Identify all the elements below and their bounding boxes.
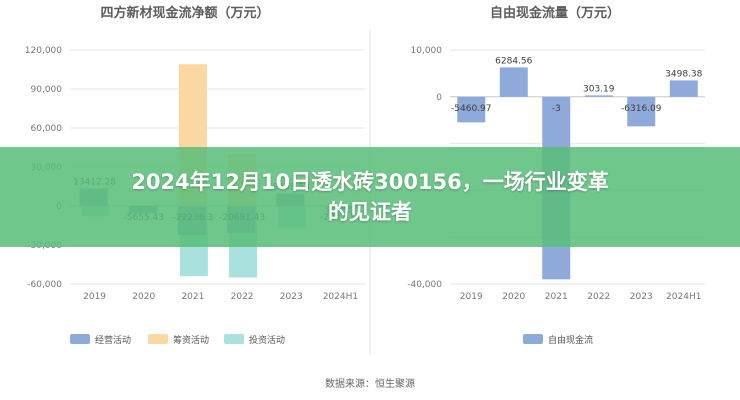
right-y-tick-labels: -40,000 0 10,000: [407, 46, 442, 290]
left-x-tick-label: 2024H1: [323, 292, 358, 302]
left-legend-swatch: [70, 334, 90, 344]
data-source-label: 数据来源：恒生聚源: [325, 377, 415, 390]
right-bar-自由现金流: [584, 95, 613, 97]
left-x-tick-label: 2020: [132, 292, 155, 302]
right-data-labels: -5460.97 6284.56 -3 303.19 -6316.09 3498.38: [451, 56, 703, 113]
left-legend-label: 筹资活动: [173, 334, 209, 346]
right-data-label: 6284.56: [495, 56, 532, 66]
left-legend-swatch: [224, 334, 244, 344]
right-x-tick-labels: 2019 2020 2021 2022 2023 2024H1: [460, 292, 702, 302]
right-bar-自由现金流: [499, 67, 528, 97]
right-data-label: 303.19: [583, 84, 615, 94]
headline-line-2: 的见证者: [328, 200, 412, 224]
right-data-label: -3: [552, 104, 561, 114]
right-y-tick-label: 10,000: [411, 46, 443, 56]
right-bar-自由现金流: [627, 96, 656, 127]
left-legend-label: 经营活动: [95, 334, 131, 346]
right-legend-label: 自由现金流: [548, 334, 593, 346]
left-y-tick-label: -60,000: [27, 280, 62, 290]
left-y-tick-label: 90,000: [31, 85, 63, 95]
right-x-tick-label: 2019: [460, 292, 483, 302]
left-legend-swatch: [148, 334, 168, 344]
headline-banner: 2024年12月10日透水砖300156，一场行业变革 的见证者: [0, 147, 740, 247]
right-legend: 自由现金流: [523, 334, 593, 346]
left-x-tick-labels: 2019 2020 2021 2022 2023 2024H1: [83, 292, 358, 302]
right-y-tick-label: -40,000: [407, 280, 442, 290]
headline-line-1: 2024年12月10日透水砖300156，一场行业变革: [131, 170, 609, 194]
right-x-tick-label: 2024H1: [666, 292, 701, 302]
right-chart-title: 自由现金流量（万元）: [490, 5, 620, 21]
left-x-tick-label: 2022: [231, 292, 254, 302]
right-legend-swatch: [523, 334, 543, 344]
right-bar-自由现金流: [669, 80, 698, 97]
left-y-tick-label: 120,000: [25, 46, 62, 56]
left-y-tick-label: 60,000: [31, 124, 63, 134]
right-x-tick-label: 2022: [587, 292, 610, 302]
right-x-tick-label: 2020: [502, 292, 525, 302]
right-x-tick-label: 2023: [630, 292, 653, 302]
left-chart-title: 四方新材现金流净额（万元）: [100, 5, 269, 21]
left-legend: 经营活动 筹资活动 投资活动: [70, 334, 285, 346]
right-data-label: 3498.38: [665, 69, 702, 79]
right-data-label: -6316.09: [621, 104, 662, 114]
left-x-tick-label: 2023: [280, 292, 303, 302]
left-x-tick-label: 2021: [181, 292, 204, 302]
right-data-label: -5460.97: [451, 104, 491, 114]
right-x-tick-label: 2021: [545, 292, 568, 302]
right-y-tick-label: 0: [436, 93, 442, 103]
right-bar-自由现金流: [457, 96, 486, 123]
left-legend-label: 投资活动: [249, 334, 285, 346]
left-x-tick-label: 2019: [83, 292, 106, 302]
